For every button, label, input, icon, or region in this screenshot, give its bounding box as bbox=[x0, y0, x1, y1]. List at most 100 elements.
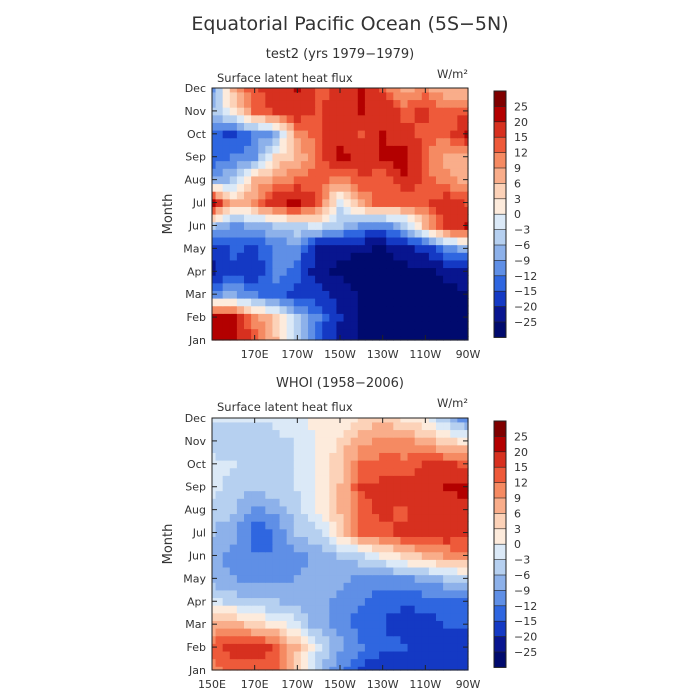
heatmap-cell bbox=[450, 252, 458, 261]
heatmap-cell bbox=[229, 114, 238, 123]
heatmap-cell bbox=[421, 236, 430, 246]
heatmap-cell bbox=[315, 152, 323, 162]
heatmap-cell bbox=[215, 267, 224, 276]
heatmap-cell bbox=[407, 145, 416, 154]
heatmap-cell bbox=[386, 236, 394, 246]
heatmap-cell bbox=[322, 666, 330, 671]
heatmap-cell bbox=[222, 221, 231, 230]
heatmap-cell bbox=[222, 650, 231, 660]
heatmap-cell bbox=[308, 88, 316, 93]
heatmap-cell bbox=[386, 429, 394, 438]
heatmap-cell bbox=[343, 635, 352, 644]
heatmap-cell bbox=[329, 460, 338, 469]
heatmap-cell bbox=[421, 658, 430, 667]
panel-2-variable-label: Surface latent heat flux bbox=[217, 400, 353, 414]
heatmap-cell bbox=[443, 236, 451, 246]
heatmap-cell bbox=[236, 582, 245, 591]
heatmap-cell bbox=[364, 490, 373, 499]
heatmap-cell bbox=[286, 597, 295, 606]
heatmap-cell bbox=[464, 421, 469, 431]
heatmap-cell bbox=[386, 460, 394, 469]
heatmap-cell bbox=[286, 336, 295, 341]
heatmap-cell bbox=[336, 160, 345, 169]
heatmap-cell bbox=[308, 107, 316, 116]
heatmap-cell bbox=[272, 536, 281, 545]
colorbar-label: −6 bbox=[514, 569, 530, 582]
heatmap-cell bbox=[436, 198, 444, 207]
heatmap-cell bbox=[343, 666, 352, 671]
heatmap-cell bbox=[386, 130, 394, 139]
heatmap-cell bbox=[236, 336, 245, 341]
heatmap-cell bbox=[393, 130, 402, 139]
heatmap-cell bbox=[222, 183, 231, 192]
heatmap-cell bbox=[308, 559, 316, 568]
heatmap-cell bbox=[272, 152, 281, 162]
heatmap-cell bbox=[357, 298, 366, 307]
heatmap-cell bbox=[329, 628, 338, 637]
heatmap-cell bbox=[379, 482, 387, 492]
heatmap-cell bbox=[258, 505, 266, 515]
heatmap-cell bbox=[315, 191, 323, 200]
heatmap-cell bbox=[329, 429, 338, 438]
heatmap-cell bbox=[464, 183, 469, 192]
heatmap-cell bbox=[212, 229, 217, 238]
heatmap-cell bbox=[251, 183, 259, 192]
heatmap-cell bbox=[421, 620, 430, 629]
heatmap-cell bbox=[393, 320, 402, 330]
heatmap-cell bbox=[400, 475, 409, 484]
heatmap-cell bbox=[386, 498, 394, 507]
heatmap-cell bbox=[329, 498, 338, 507]
heatmap-cell bbox=[464, 490, 469, 499]
heatmap-cell bbox=[300, 628, 309, 637]
heatmap-cell bbox=[336, 635, 345, 644]
x-tick-label: 110W bbox=[409, 348, 441, 361]
heatmap-cell bbox=[229, 582, 238, 591]
heatmap-cell bbox=[400, 160, 409, 169]
heatmap-cell bbox=[372, 298, 380, 307]
heatmap-cell bbox=[364, 559, 373, 568]
heatmap-cell bbox=[428, 551, 437, 560]
y-tick-label: Aug bbox=[185, 174, 206, 187]
heatmap-cell bbox=[364, 528, 373, 537]
heatmap-cell bbox=[336, 91, 345, 101]
heatmap-cell bbox=[229, 229, 238, 238]
heatmap-cell bbox=[350, 452, 359, 461]
heatmap-cell bbox=[244, 252, 252, 261]
heatmap-cell bbox=[244, 582, 252, 591]
heatmap-cell bbox=[336, 206, 345, 215]
heatmap-cell bbox=[229, 336, 238, 341]
heatmap-cell bbox=[407, 259, 416, 269]
heatmap-cell bbox=[350, 475, 359, 484]
heatmap-cell bbox=[315, 214, 323, 223]
heatmap-cell bbox=[251, 137, 259, 146]
heatmap-cell bbox=[357, 437, 366, 446]
heatmap-cell bbox=[244, 505, 252, 515]
heatmap-cell bbox=[357, 191, 366, 200]
heatmap-cell bbox=[236, 145, 245, 154]
heatmap-cell bbox=[272, 544, 281, 553]
heatmap-cell bbox=[286, 183, 295, 192]
heatmap-cell bbox=[272, 313, 281, 322]
heatmap-cell bbox=[251, 643, 259, 652]
heatmap-cell bbox=[308, 582, 316, 591]
heatmap-cell bbox=[322, 152, 330, 162]
heatmap-cell bbox=[400, 589, 409, 599]
heatmap-cell bbox=[258, 528, 266, 537]
heatmap-cell bbox=[286, 505, 295, 515]
heatmap-cell bbox=[379, 643, 387, 652]
colorbar-swatch bbox=[494, 183, 506, 200]
heatmap-cell bbox=[393, 236, 402, 246]
heatmap-cell bbox=[421, 482, 430, 492]
heatmap-cell bbox=[428, 666, 437, 671]
heatmap-cell bbox=[386, 99, 394, 108]
heatmap-cell bbox=[286, 418, 295, 423]
heatmap-cell bbox=[386, 336, 394, 341]
heatmap-cell bbox=[393, 589, 402, 599]
heatmap-cell bbox=[322, 628, 330, 637]
heatmap-cell bbox=[343, 130, 352, 139]
heatmap-cell bbox=[251, 467, 259, 476]
heatmap-cell bbox=[350, 320, 359, 330]
heatmap-cell bbox=[229, 620, 238, 629]
heatmap-cell bbox=[286, 444, 295, 453]
heatmap-cell bbox=[336, 191, 345, 200]
